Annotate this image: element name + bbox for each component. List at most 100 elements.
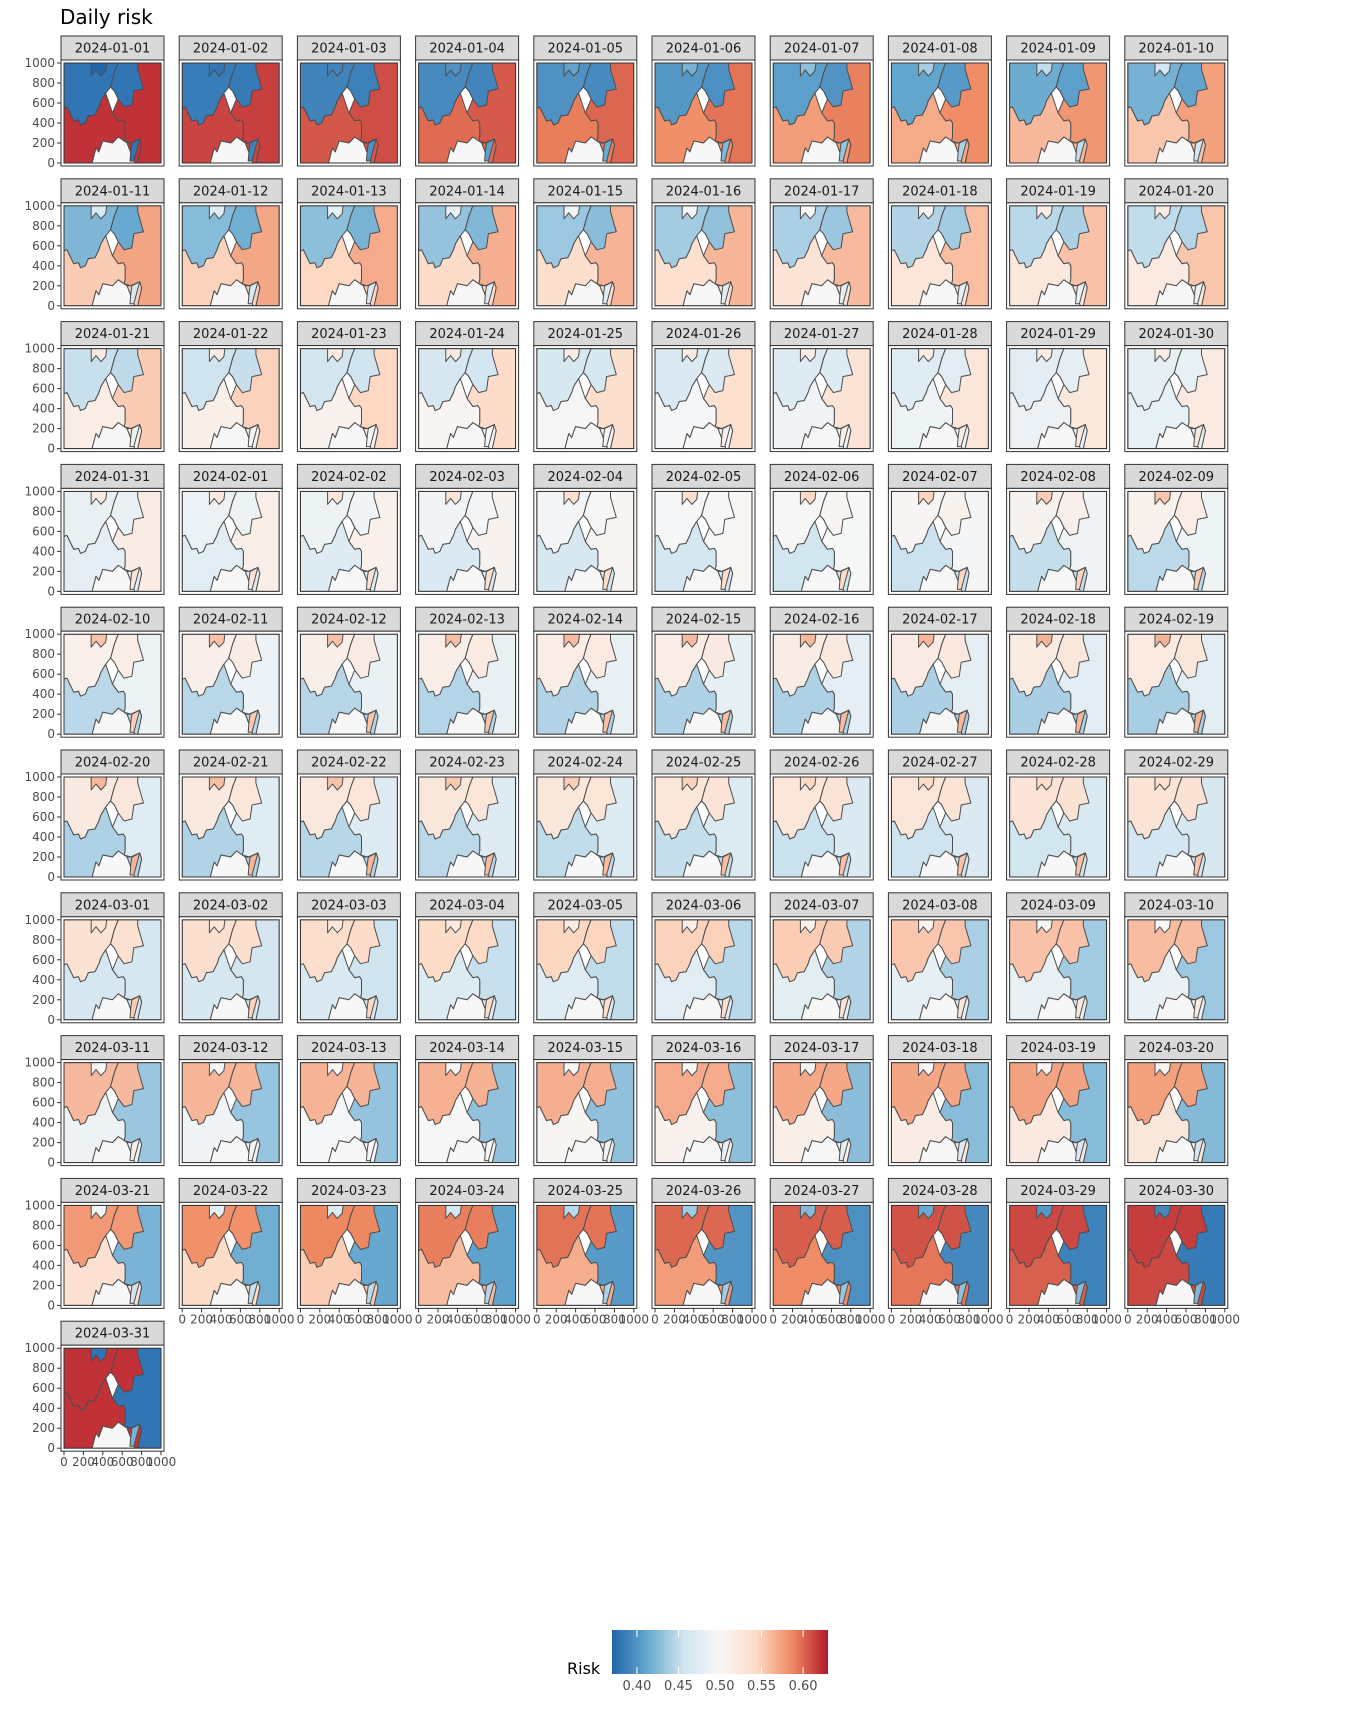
map-frame xyxy=(654,1204,753,1306)
region-r8 xyxy=(602,281,613,305)
facet-strip xyxy=(533,35,638,61)
facet-panel: 2024-02-03 xyxy=(415,463,520,595)
region-r8 xyxy=(1075,709,1086,733)
region-r4 xyxy=(819,1062,854,1108)
region-r4 xyxy=(1173,491,1208,536)
region-r8 xyxy=(1075,1280,1086,1304)
y-tick-label: 0 xyxy=(47,1298,55,1312)
region-r8 xyxy=(247,281,259,305)
facet-strip-label: 2024-01-30 xyxy=(1139,327,1215,342)
region-map xyxy=(891,634,989,735)
y-tick-label: 1000 xyxy=(24,342,55,356)
region-r2 xyxy=(563,777,580,791)
region-r8 xyxy=(129,138,141,162)
facet-strip-label: 2024-01-28 xyxy=(902,327,978,342)
region-r4 xyxy=(228,491,263,536)
x-tick-label: 600 xyxy=(465,1312,488,1326)
y-tick-label: 200 xyxy=(32,1421,55,1435)
region-r8 xyxy=(247,1280,259,1304)
region-r4 xyxy=(701,491,735,536)
x-tick-label: 200 xyxy=(1018,1312,1041,1326)
x-tick-label: 800 xyxy=(603,1312,626,1326)
facet-strip xyxy=(60,463,165,489)
region-r4 xyxy=(701,205,735,251)
facet-strip-label: 2024-03-13 xyxy=(311,1041,387,1056)
region-r2 xyxy=(563,491,580,505)
region-r2 xyxy=(445,777,462,791)
region-r2 xyxy=(208,1205,226,1219)
x-tick-label: 0 xyxy=(178,1312,186,1326)
y-tick-label: 400 xyxy=(32,830,55,844)
x-tick-label: 400 xyxy=(210,1312,233,1326)
region-map xyxy=(1009,491,1107,592)
region-r4 xyxy=(1173,63,1208,108)
region-r4 xyxy=(110,919,144,965)
region-r4 xyxy=(937,1205,972,1250)
facet-strip-label: 2024-03-05 xyxy=(548,898,624,913)
x-tick-label: 1000 xyxy=(619,1312,650,1326)
map-frame xyxy=(1127,776,1226,878)
y-tick-label: 800 xyxy=(32,219,55,233)
region-r8 xyxy=(956,852,968,876)
region-r2 xyxy=(918,777,935,791)
region-map xyxy=(300,205,398,306)
region-r4 xyxy=(819,63,854,108)
map-frame xyxy=(654,348,753,450)
region-map xyxy=(536,348,634,449)
facet-strip xyxy=(533,1177,638,1203)
facet-strip-label: 2024-03-11 xyxy=(75,1041,151,1056)
facet-strip-label: 2024-01-27 xyxy=(784,327,860,342)
y-tick-label: 800 xyxy=(32,362,55,376)
facet-strip xyxy=(651,178,756,204)
region-r8 xyxy=(129,709,141,733)
facet-panel: 2024-02-20 0 200 400 600 800 1000 xyxy=(24,749,165,884)
facet-strip xyxy=(651,892,756,918)
region-map xyxy=(182,1205,280,1306)
facet-strip xyxy=(415,1035,520,1061)
y-tick-label: 0 xyxy=(47,299,55,313)
legend-ticks: 0.40 0.45 0.50 0.55 0.60 xyxy=(622,1630,818,1694)
region-map xyxy=(300,491,398,592)
facet-strip xyxy=(533,892,638,918)
region-r4 xyxy=(464,634,499,679)
facet-panel: 2024-01-27 xyxy=(769,321,874,453)
y-tick-label: 200 xyxy=(32,1278,55,1292)
facet-panel: 2024-03-09 xyxy=(1006,892,1111,1024)
legend-title: Risk xyxy=(567,1659,601,1678)
region-r2 xyxy=(681,1062,699,1077)
region-r8 xyxy=(129,566,141,590)
region-map xyxy=(182,348,280,449)
x-tick-label: 0 xyxy=(769,1312,777,1326)
region-r8 xyxy=(484,424,495,448)
region-r8 xyxy=(247,995,259,1019)
facet-strip xyxy=(178,1035,283,1061)
facet-panel: 2024-01-31 0 200 400 600 800 1000 xyxy=(24,463,165,598)
region-r2 xyxy=(1036,1062,1053,1077)
y-tick-label: 200 xyxy=(32,1136,55,1150)
y-tick-label: 400 xyxy=(32,259,55,273)
map-frame xyxy=(418,1062,517,1164)
x-tick-label: 800 xyxy=(721,1312,744,1326)
facet-panel: 2024-01-18 xyxy=(887,178,992,310)
x-tick-label: 600 xyxy=(111,1455,134,1469)
region-r4 xyxy=(110,634,144,679)
region-map xyxy=(418,348,516,449)
x-tick-label: 200 xyxy=(308,1312,331,1326)
region-map xyxy=(773,634,871,735)
region-r2 xyxy=(208,63,226,77)
region-r8 xyxy=(602,852,613,876)
region-map xyxy=(1127,348,1225,449)
facet-panel: 2024-01-17 xyxy=(769,178,874,310)
facet-strip-label: 2024-03-22 xyxy=(193,1184,269,1199)
region-r8 xyxy=(365,1138,377,1162)
facet-strip-label: 2024-02-22 xyxy=(311,756,387,771)
facet-strip-label: 2024-03-03 xyxy=(311,898,387,913)
region-r4 xyxy=(1055,919,1090,965)
region-r2 xyxy=(90,63,108,77)
region-r4 xyxy=(346,1205,381,1250)
facet-strip-label: 2024-02-24 xyxy=(548,756,624,771)
facet-strip-label: 2024-02-23 xyxy=(429,756,505,771)
region-r4 xyxy=(110,1205,144,1250)
y-tick-label: 0 xyxy=(47,442,55,456)
facet-strip-label: 2024-03-06 xyxy=(666,898,742,913)
